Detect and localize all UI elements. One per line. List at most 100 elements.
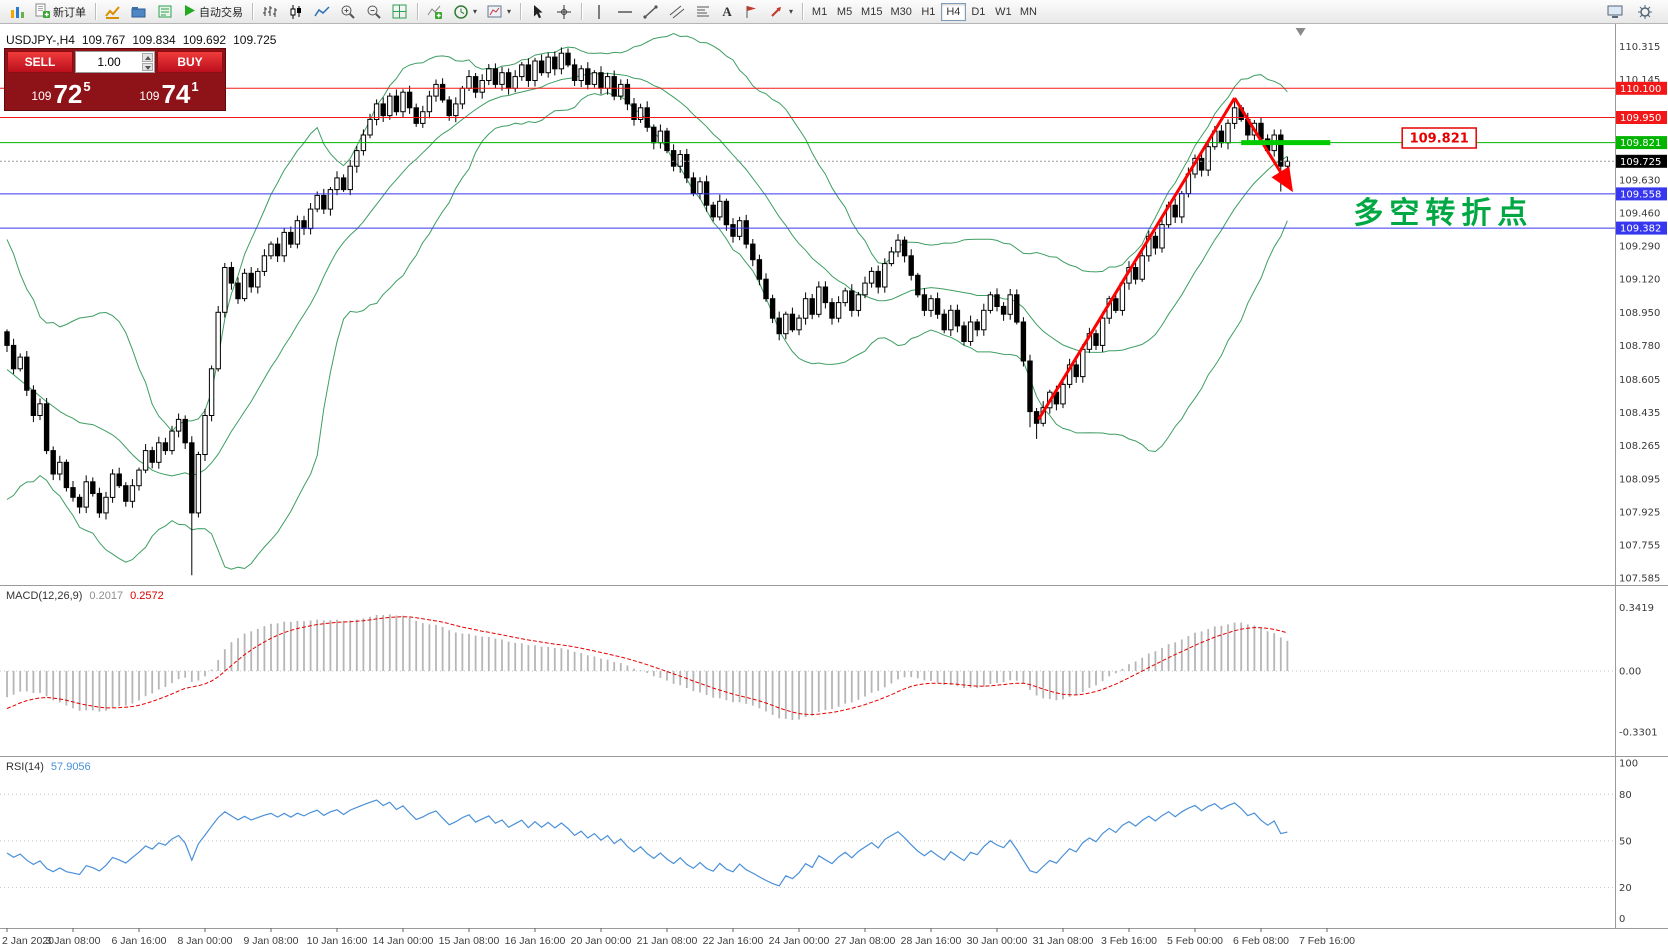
cursor-icon — [534, 4, 543, 18]
settings-button[interactable] — [1632, 2, 1658, 22]
periods-button[interactable]: ▾ — [448, 2, 482, 22]
timeframe-m15[interactable]: M15 — [857, 3, 886, 21]
periods-caret-icon: ▾ — [473, 7, 478, 16]
timeframe-mn[interactable]: MN — [1016, 3, 1041, 21]
horizontal-line-button[interactable] — [612, 2, 638, 22]
time-axis-label: 6 Feb 08:00 — [1232, 935, 1290, 947]
trendline-icon — [643, 4, 658, 19]
zoom-in-icon — [341, 5, 355, 19]
turning-point-note: 多空转折点 — [1353, 196, 1533, 231]
templates-button[interactable]: ▾ — [482, 2, 516, 22]
time-axis-label: 9 Jan 08:00 — [243, 935, 299, 947]
high-value: 109.834 — [132, 33, 176, 47]
svg-text:109.460: 109.460 — [1619, 208, 1660, 219]
chart-ohlc-info: USDJPY-,H4 109.767 109.834 109.692 109.725 — [6, 33, 283, 47]
trendline-button[interactable] — [638, 2, 664, 22]
timeframe-h4[interactable]: H4 — [940, 2, 966, 21]
time-axis-label: 3 Feb 16:00 — [1100, 935, 1158, 947]
arrows-tool-button[interactable]: ▾ — [764, 2, 798, 22]
svg-text:109.120: 109.120 — [1619, 275, 1660, 286]
svg-text:0.3419: 0.3419 — [1619, 603, 1654, 614]
horizontal-lines[interactable] — [0, 87, 1615, 229]
crosshair-icon — [557, 4, 572, 19]
timeframe-h1[interactable]: H1 — [916, 3, 941, 21]
time-axis-label: 15 Jan 08:00 — [438, 935, 500, 947]
profiles-button[interactable] — [126, 2, 152, 22]
tile-windows-icon — [392, 4, 407, 18]
ask-price[interactable]: 109 74 1 — [115, 75, 223, 108]
vertical-line-button[interactable] — [586, 2, 612, 22]
svg-text:109.382: 109.382 — [1620, 224, 1661, 235]
market-watch-button[interactable] — [152, 2, 178, 22]
sell-button[interactable]: SELL — [7, 51, 73, 73]
svg-text:110.315: 110.315 — [1619, 42, 1660, 53]
svg-text:108.780: 108.780 — [1619, 341, 1660, 352]
svg-text:0: 0 — [1619, 914, 1625, 925]
chart-shift-marker — [1295, 28, 1306, 36]
timeframe-m30[interactable]: M30 — [886, 3, 915, 21]
svg-text:-0.3301: -0.3301 — [1619, 728, 1658, 739]
svg-text:109.558: 109.558 — [1620, 189, 1661, 200]
autotrading-button[interactable]: 自动交易 — [178, 2, 248, 22]
zoom-out-button[interactable] — [361, 2, 387, 22]
toolbar-separator — [252, 3, 253, 20]
lot-increase-button[interactable] — [142, 53, 153, 62]
charts-button[interactable] — [100, 2, 126, 22]
trend-arrow — [1037, 97, 1236, 421]
lot-size-field — [75, 51, 155, 73]
new-order-button[interactable]: 新订单 — [30, 2, 91, 22]
window-layout-button[interactable] — [1602, 2, 1628, 22]
fibonacci-button[interactable] — [690, 2, 716, 22]
zoom-out-icon — [367, 5, 381, 19]
time-axis-label: 21 Jan 08:00 — [636, 935, 698, 947]
crosshair-button[interactable] — [551, 2, 577, 22]
cursor-button[interactable] — [525, 2, 551, 22]
time-axis-label: 14 Jan 00:00 — [372, 935, 434, 947]
text-label-button[interactable] — [738, 2, 764, 22]
macd-name: MACD(12,26,9) — [6, 590, 83, 602]
svg-text:108.095: 108.095 — [1619, 474, 1660, 485]
lot-size-input[interactable] — [76, 52, 154, 72]
svg-text:108.605: 108.605 — [1619, 375, 1660, 386]
open-value: 109.767 — [81, 33, 126, 47]
timeframe-m1[interactable]: M1 — [807, 3, 832, 21]
text-tool-button[interactable]: A — [716, 2, 738, 22]
toolbar-separator — [520, 3, 522, 20]
buy-button[interactable]: BUY — [157, 51, 223, 73]
zoom-in-button[interactable] — [335, 2, 361, 22]
time-axis-label: 30 Jan 00:00 — [966, 935, 1028, 947]
time-axis-label: 5 Feb 00:00 — [1166, 935, 1224, 947]
channel-button[interactable] — [664, 2, 690, 22]
time-axis-label: 24 Jan 00:00 — [768, 935, 830, 947]
chart-window: 110.315 110.145 110.100 109.950 109.821 109.7… — [0, 24, 1668, 949]
time-axis[interactable]: 2 Jan 2020 3 Jan 08:00 6 Jan 16:00 8 Jan 00… — [0, 928, 1615, 949]
arrows-caret-icon: ▾ — [789, 7, 794, 16]
time-axis-label: 2 Jan 2020 — [2, 935, 54, 947]
price-callout-box — [1401, 127, 1477, 149]
timeframe-w1[interactable]: W1 — [991, 3, 1016, 21]
pane-separators[interactable] — [0, 24, 1668, 932]
lot-decrease-button[interactable] — [142, 62, 153, 71]
bid-price[interactable]: 109 72 5 — [7, 75, 115, 108]
timeframe-d1[interactable]: D1 — [966, 3, 991, 21]
svg-text:100: 100 — [1619, 759, 1638, 770]
candlestick-icon — [290, 4, 301, 19]
bar-chart-mode-button[interactable] — [257, 2, 283, 22]
macd-indicator-label: MACD(12,26,9) 0.2017 0.2572 — [6, 590, 164, 602]
bid-sup: 5 — [83, 79, 91, 94]
svg-text:109.821: 109.821 — [1620, 138, 1661, 149]
indicators-button[interactable] — [422, 2, 448, 22]
tile-windows-button[interactable] — [387, 2, 413, 22]
bid-prefix: 109 — [31, 89, 52, 103]
timeframe-m5[interactable]: M5 — [832, 3, 857, 21]
svg-text:108.950: 108.950 — [1619, 308, 1660, 319]
line-chart-icon — [314, 5, 330, 16]
candlestick-mode-button[interactable] — [283, 2, 309, 22]
indicators-icon — [427, 5, 442, 19]
chart-annotations[interactable]: 109.821 多空转折点 — [1037, 28, 1534, 421]
toolbar-separator — [417, 3, 418, 20]
line-chart-mode-button[interactable] — [309, 2, 335, 22]
